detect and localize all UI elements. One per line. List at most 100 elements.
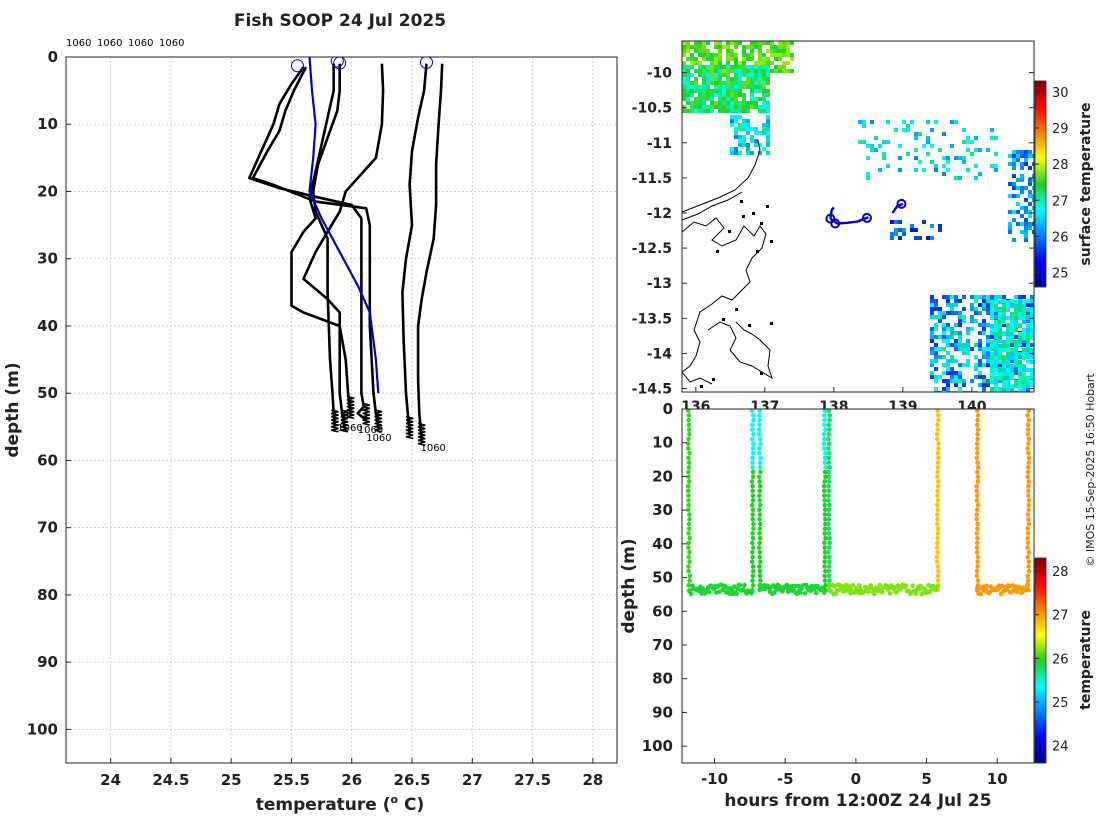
br-cast-point bbox=[750, 450, 756, 456]
map-sst-cell bbox=[698, 109, 702, 113]
map-sst-cell bbox=[970, 315, 974, 319]
map-sst-cell bbox=[1016, 194, 1020, 198]
map-sst-cell bbox=[706, 65, 710, 69]
map-sst-cell bbox=[790, 53, 794, 57]
map-sst-cell bbox=[914, 136, 918, 140]
br-cast-point bbox=[750, 545, 756, 550]
map-sst-cell bbox=[970, 327, 974, 331]
br-bottom-point bbox=[732, 584, 737, 589]
map-sst-cell bbox=[754, 73, 758, 77]
map-sst-cell bbox=[706, 57, 710, 61]
map-sst-cell bbox=[994, 311, 998, 315]
map-sst-cell bbox=[1032, 162, 1034, 166]
map-sst-cell bbox=[742, 69, 746, 73]
br-bottom-point bbox=[742, 582, 747, 588]
map-sst-cell bbox=[1022, 352, 1026, 356]
left-series-profile-4 bbox=[290, 63, 352, 414]
map-sst-cell bbox=[1016, 202, 1020, 206]
map-sst-cell bbox=[990, 300, 994, 304]
map-sst-cell bbox=[994, 348, 998, 352]
map-sst-cell bbox=[1022, 316, 1026, 320]
map-sst-cell bbox=[734, 119, 738, 123]
map-sst-cell bbox=[866, 176, 870, 180]
map-sst-cell bbox=[718, 97, 722, 101]
map-sst-cell bbox=[906, 152, 910, 156]
map-sst-cell bbox=[990, 328, 994, 332]
left-y-tick-label: 50 bbox=[37, 384, 58, 402]
br-cast-point bbox=[751, 441, 756, 447]
map-sst-cell bbox=[934, 299, 938, 303]
map-sst-cell bbox=[994, 335, 998, 339]
map-sst-cell bbox=[930, 299, 934, 303]
map-sst-cell bbox=[746, 151, 750, 155]
br-y-tick-label: 10 bbox=[652, 434, 673, 452]
map-sst-cell bbox=[726, 85, 730, 89]
map-sst-cell bbox=[782, 65, 786, 69]
br-bottom-point bbox=[866, 589, 871, 594]
left-series-model-profile bbox=[308, 57, 380, 394]
temperature-profile-chart: 24 24.5 25 25.5 26 26.5 27 27.5 2801020304050607… bbox=[3, 11, 618, 815]
br-cast-point bbox=[750, 465, 755, 470]
map-sst-cell bbox=[934, 120, 938, 124]
left-xlabel: temperature (o C) bbox=[256, 793, 425, 815]
map-sst-cell bbox=[750, 73, 754, 77]
map-sst-cell bbox=[954, 176, 958, 180]
map-sst-cell bbox=[690, 101, 694, 105]
map-sst-cell bbox=[1022, 356, 1026, 360]
br-cast-point bbox=[756, 427, 762, 432]
left-x-tick-label: 24 bbox=[100, 771, 121, 789]
map-sst-cell bbox=[1018, 360, 1022, 364]
left-y-tick-label: 10 bbox=[37, 115, 58, 133]
map-sst-cell bbox=[718, 109, 722, 113]
map-sst-cell bbox=[766, 93, 770, 97]
map-sst-cell bbox=[1006, 308, 1010, 312]
map-sst-cell bbox=[950, 144, 954, 148]
left-series-profile-3 bbox=[311, 63, 342, 427]
br-cast-point bbox=[687, 573, 693, 579]
br-y-tick-label: 80 bbox=[652, 670, 673, 688]
map-sst-cell bbox=[734, 97, 738, 101]
map-sst-cell bbox=[998, 328, 1002, 332]
map-sst-cell bbox=[1010, 332, 1014, 336]
br-cast-point bbox=[1025, 526, 1030, 531]
map-sst-cell bbox=[1026, 316, 1030, 320]
map-sst-cell bbox=[986, 355, 990, 359]
map-sst-cell bbox=[1014, 324, 1018, 328]
map-sst-cell bbox=[958, 339, 962, 343]
br-cast-point bbox=[975, 578, 981, 583]
br-cast-point bbox=[823, 465, 828, 470]
map-sst-cell bbox=[758, 81, 762, 85]
left-ylabel: depth (m) bbox=[3, 362, 23, 457]
map-sst-cell bbox=[1018, 376, 1022, 380]
br-cast-point bbox=[750, 540, 755, 546]
map-sst-cell bbox=[734, 81, 738, 85]
map-sst-cell bbox=[970, 307, 974, 311]
map-sst-cell bbox=[930, 224, 934, 228]
map-sst-cell bbox=[990, 380, 994, 384]
map-sst-cell bbox=[694, 45, 698, 49]
map-sst-cell bbox=[962, 128, 966, 132]
map-sst-cell bbox=[758, 105, 762, 109]
map-sst-cell bbox=[734, 109, 738, 113]
map-sst-cell bbox=[742, 57, 746, 61]
map-sst-cell bbox=[1020, 214, 1024, 218]
map-sst-cell bbox=[694, 81, 698, 85]
map-sst-cell bbox=[746, 77, 750, 81]
br-cast-point bbox=[822, 545, 827, 550]
map-sst-cell bbox=[762, 57, 766, 61]
map-sst-cell bbox=[742, 65, 746, 69]
map-sst-cell bbox=[1016, 150, 1020, 154]
br-bottom-point bbox=[707, 589, 712, 595]
map-sst-cell bbox=[1014, 328, 1018, 332]
br-bottom-point bbox=[857, 583, 862, 588]
map-sst-cell bbox=[990, 340, 994, 344]
map-sst-cell bbox=[994, 164, 998, 168]
left-x-tick-label: 26 bbox=[341, 771, 362, 789]
map-sst-cell bbox=[994, 380, 998, 384]
br-cast-point bbox=[826, 498, 831, 503]
map-sst-cell bbox=[1002, 372, 1006, 376]
map-sst-cell bbox=[1006, 364, 1010, 368]
map-island-dot bbox=[752, 212, 755, 215]
map-sst-cell bbox=[922, 220, 926, 224]
br-cast-point bbox=[826, 545, 832, 550]
